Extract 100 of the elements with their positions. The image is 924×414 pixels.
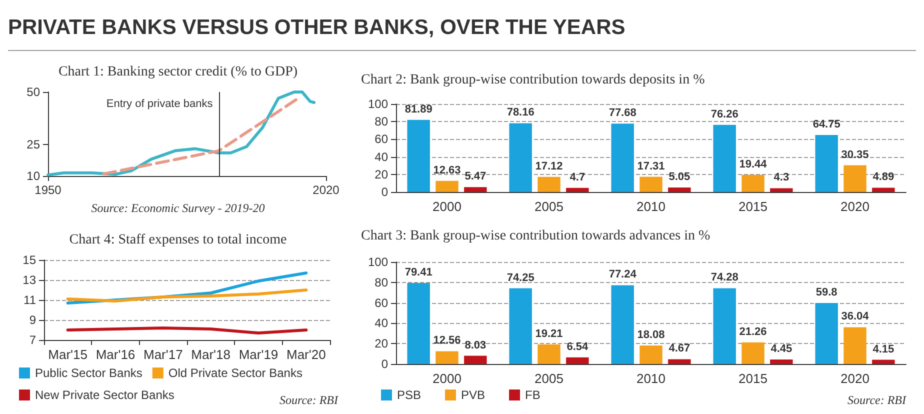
data-label: 79.41 <box>404 266 432 278</box>
x-tick-label: 2000 <box>432 371 462 386</box>
bar <box>770 188 793 192</box>
data-label: 4.89 <box>872 171 894 184</box>
y-tick-label: 60 <box>374 132 388 146</box>
text: PRIVATE BANKS VERSUS OTHER BANKS, OVER THE YEARS <box>8 6 916 51</box>
bar <box>668 359 691 364</box>
source-note: Source: RBI <box>847 393 908 407</box>
data-label: 17.31 <box>637 160 665 172</box>
data-label: 76.26 <box>710 108 738 120</box>
bar <box>770 359 793 364</box>
data-label: 81.89 <box>404 103 432 116</box>
y-tick-label: 60 <box>374 296 388 310</box>
x-tick-label: 2000 <box>432 199 462 214</box>
bar <box>611 124 634 192</box>
x-tick-label: 2020 <box>840 371 870 386</box>
source-note: Source: Economic Survey - 2019-20 <box>91 201 265 215</box>
y-tick-label: 100 <box>368 255 388 269</box>
data-label: 77.68 <box>608 107 636 120</box>
data-label: 4.67 <box>668 342 690 355</box>
data-label: 77.24 <box>608 268 638 281</box>
ref-line-label: Entry of private banks <box>106 98 214 110</box>
y-tick-label: 80 <box>374 275 388 290</box>
x-tick-label: Mar'18 <box>191 347 231 362</box>
y-tick-label: 0 <box>381 357 388 371</box>
data-label: 19.44 <box>739 158 768 170</box>
y-tick-label: 40 <box>374 316 388 330</box>
bar <box>844 327 866 364</box>
bar <box>509 123 532 192</box>
bar <box>611 285 634 364</box>
bar <box>872 188 895 192</box>
data-label: 8.03 <box>464 339 486 352</box>
y-tick-label: 10 <box>26 169 40 183</box>
data-label: 12.56 <box>433 334 461 347</box>
bar <box>815 303 838 364</box>
y-tick-label: 7 <box>29 333 36 347</box>
data-label: 5.47 <box>464 170 486 183</box>
x-tick-label: 2010 <box>636 371 666 386</box>
data-label: 18.08 <box>637 329 665 342</box>
x-tick-label: 2015 <box>738 199 768 214</box>
x-tick-label: 2020 <box>840 199 870 214</box>
data-label: 17.12 <box>535 160 563 172</box>
data-label: 4.7 <box>570 171 586 184</box>
data-label: 64.75 <box>812 118 840 131</box>
bar <box>713 124 736 192</box>
data-label: 21.26 <box>739 326 767 338</box>
bar <box>872 360 895 364</box>
chart-title: Chart 4: Staff expenses to total income <box>69 232 287 248</box>
bar <box>509 288 532 364</box>
x-tick-label: Mar'17 <box>143 347 183 362</box>
legend-label: PSB <box>397 388 422 402</box>
y-tick-label: 25 <box>26 138 40 152</box>
y-tick-label: 13 <box>22 273 36 287</box>
x-tick-label: Mar'19 <box>238 347 278 362</box>
y-tick-label: 40 <box>374 150 388 164</box>
y-tick-label: 0 <box>381 185 388 199</box>
legend-label: FB <box>525 388 540 402</box>
line-series <box>46 90 316 176</box>
bar <box>566 357 589 364</box>
x-tick-label: 1950 <box>34 183 62 197</box>
bar <box>640 346 662 364</box>
bar <box>668 188 691 192</box>
data-label: 6.54 <box>566 340 589 353</box>
bar <box>742 342 764 364</box>
x-tick-label: 2020 <box>312 183 340 197</box>
bar <box>844 165 866 192</box>
bar <box>742 174 764 192</box>
bar <box>464 356 487 364</box>
legend-label: PVB <box>461 388 486 402</box>
data-label: 59.8 <box>816 286 838 299</box>
bar <box>538 344 560 364</box>
y-tick-label: 50 <box>26 85 40 99</box>
bar <box>566 188 589 192</box>
bar <box>538 176 560 192</box>
bar <box>713 288 736 364</box>
legend-label: Public Sector Banks <box>35 366 142 380</box>
bar <box>436 351 458 364</box>
x-tick-label: Mar'15 <box>48 347 88 362</box>
bar <box>640 176 662 192</box>
data-label: 74.25 <box>506 272 534 284</box>
y-tick-label: 9 <box>29 313 36 327</box>
bar <box>407 283 430 364</box>
chart-title: Chart 1: Banking sector credit (% to GDP) <box>58 64 298 80</box>
y-tick-label: 15 <box>22 253 36 267</box>
bar <box>407 120 430 192</box>
data-label: 36.04 <box>841 310 870 323</box>
data-label: 12.63 <box>433 164 461 176</box>
x-tick-label: Mar'20 <box>286 347 326 362</box>
y-tick-label: 80 <box>374 114 388 129</box>
data-label: 4.3 <box>774 172 790 184</box>
data-label: 5.05 <box>668 171 690 184</box>
data-label: 78.16 <box>506 106 534 119</box>
y-tick-label: 20 <box>374 167 388 182</box>
bar <box>436 180 458 192</box>
bar <box>815 135 838 192</box>
y-tick-label: 20 <box>374 336 388 351</box>
chart-title: Chart 2: Bank group-wise contribution towards deposits in % <box>361 72 706 88</box>
x-tick-label: Mar'16 <box>96 347 136 362</box>
y-tick-label: 11 <box>24 293 36 307</box>
chart-title: Chart 3: Bank group-wise contribution towards advances in % <box>361 228 710 244</box>
